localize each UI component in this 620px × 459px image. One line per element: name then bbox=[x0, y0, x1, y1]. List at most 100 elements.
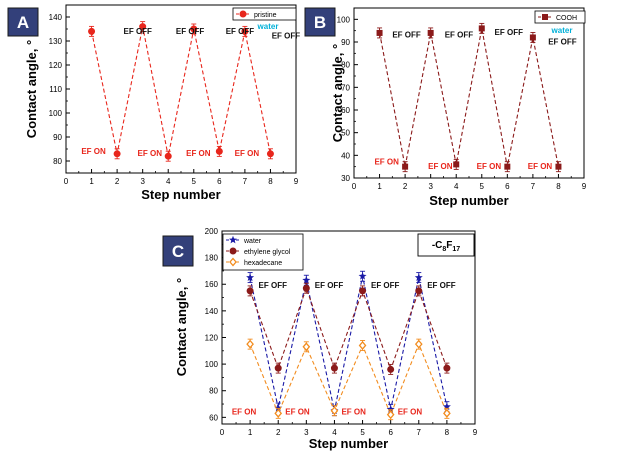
data-point bbox=[274, 408, 283, 418]
chart-panel-b: 0 1 2 3 4 5 6 7 8 9 30 40 50 60 70 80 90 100 Step number Co… bbox=[304, 7, 587, 208]
annotation-label: EF ON bbox=[374, 157, 399, 166]
data-point bbox=[453, 161, 460, 168]
y-tick-label: 180 bbox=[205, 254, 219, 263]
data-point bbox=[359, 287, 367, 295]
legend-entry: hexadecane bbox=[244, 260, 282, 267]
data-point bbox=[190, 25, 198, 33]
data-point bbox=[215, 147, 223, 155]
y-tick-label: 50 bbox=[341, 129, 350, 138]
legend-entry: pristine bbox=[254, 12, 277, 19]
data-point bbox=[442, 402, 451, 411]
x-tick-label: 2 bbox=[403, 182, 408, 191]
legend-entry: ethylene glycol bbox=[244, 249, 291, 256]
x-tick-label: 5 bbox=[480, 182, 485, 191]
annotation-label: EF ON bbox=[235, 149, 260, 158]
data-point bbox=[330, 406, 339, 416]
panel-label: A bbox=[17, 13, 29, 32]
x-tick-label: 8 bbox=[268, 177, 273, 186]
data-point bbox=[241, 27, 249, 35]
annotation-label: EF ON bbox=[477, 162, 502, 171]
annotation-label: EF OFF bbox=[226, 27, 255, 36]
annotation-label: EF OFF bbox=[315, 281, 344, 290]
data-point bbox=[443, 408, 451, 418]
x-tick-label: 5 bbox=[192, 177, 197, 186]
y-tick-label: 140 bbox=[49, 13, 63, 22]
annotation-label: EF OFF bbox=[427, 281, 456, 290]
data-point bbox=[443, 364, 451, 372]
inset-subscript: 17 bbox=[452, 246, 460, 253]
data-point bbox=[386, 410, 395, 420]
annotation-label: EF ON bbox=[528, 162, 553, 171]
data-point bbox=[386, 405, 395, 413]
legend-marker bbox=[239, 10, 247, 18]
y-tick-label: 80 bbox=[209, 387, 218, 396]
annotation-label: EF ON bbox=[232, 408, 257, 417]
inset-label: -C8F17 bbox=[432, 240, 460, 253]
data-point bbox=[330, 364, 338, 372]
y-tick-label: 100 bbox=[337, 15, 351, 24]
x-tick-label: 4 bbox=[332, 428, 337, 437]
data-point bbox=[246, 339, 254, 349]
y-axis-label: Contact angle, ° bbox=[330, 44, 345, 142]
x-tick-label: 4 bbox=[166, 177, 171, 186]
legend-marker bbox=[229, 247, 237, 255]
y-tick-label: 60 bbox=[341, 106, 350, 115]
series-line bbox=[249, 342, 448, 417]
data-point bbox=[139, 23, 147, 31]
data-point bbox=[478, 25, 485, 32]
x-axis-label: Step number bbox=[141, 187, 220, 202]
legend: water ethylene glycol hexadecane bbox=[222, 233, 304, 271]
legend-entry: water bbox=[243, 238, 262, 245]
annotation-label: EF OFF bbox=[495, 28, 524, 37]
y-tick-label: 110 bbox=[49, 85, 62, 94]
annotation-label: EF ON bbox=[341, 408, 366, 417]
x-tick-label: 3 bbox=[428, 182, 433, 191]
y-tick-label: 130 bbox=[49, 37, 63, 46]
series-ethylene-glycol bbox=[246, 282, 451, 375]
chart-panel-a: 0 1 2 3 4 5 6 7 8 9 80 90 100 110 120 130 140 Step number… bbox=[7, 4, 300, 202]
x-tick-label: 1 bbox=[377, 182, 382, 191]
y-axis-label: Contact angle, ° bbox=[174, 278, 189, 376]
x-tick-label: 6 bbox=[388, 428, 393, 437]
y-tick-label: 200 bbox=[205, 227, 219, 236]
x-tick-label: 7 bbox=[243, 177, 248, 186]
annotation-label: EF ON bbox=[186, 149, 211, 158]
series-line bbox=[249, 276, 448, 411]
chart-panel-c: 0 1 2 3 4 5 6 7 8 9 60 80 100 120 140 160 180 200 Step num… bbox=[162, 227, 478, 451]
legend-marker bbox=[229, 257, 237, 267]
data-point bbox=[113, 150, 121, 158]
series-line bbox=[249, 286, 448, 372]
legend: COOH bbox=[534, 10, 586, 24]
x-tick-label: 1 bbox=[89, 177, 94, 186]
data-point bbox=[164, 152, 172, 160]
annotation-label: EF OFF bbox=[259, 281, 288, 290]
y-tick-label: 140 bbox=[205, 307, 219, 316]
annotation-label: EF ON bbox=[285, 408, 310, 417]
data-point bbox=[274, 364, 282, 372]
data-point bbox=[402, 163, 409, 170]
liquid-label: water bbox=[551, 26, 573, 35]
y-tick-label: 80 bbox=[341, 61, 350, 70]
annotation-label: EF OFF bbox=[124, 27, 153, 36]
annotation-label: EF ON bbox=[138, 149, 163, 158]
legend-entry: COOH bbox=[556, 15, 577, 22]
data-point bbox=[376, 29, 383, 36]
y-axis-label: Contact angle, ° bbox=[24, 40, 39, 138]
legend: pristine bbox=[232, 7, 297, 21]
y-tick-label: 60 bbox=[209, 413, 218, 422]
annotation-label: EF OFF bbox=[371, 281, 400, 290]
data-point bbox=[387, 365, 395, 373]
y-tick-label: 100 bbox=[49, 109, 63, 118]
inset-text: F bbox=[446, 240, 452, 251]
data-point bbox=[246, 287, 254, 295]
x-tick-label: 7 bbox=[417, 428, 422, 437]
data-point bbox=[302, 284, 310, 292]
x-tick-label: 6 bbox=[505, 182, 510, 191]
y-tick-label: 100 bbox=[205, 360, 219, 369]
panel-label-box bbox=[304, 7, 336, 37]
x-axis-label: Step number bbox=[309, 436, 388, 451]
data-point bbox=[88, 27, 96, 35]
data-point bbox=[414, 339, 423, 349]
data-point bbox=[555, 163, 562, 170]
